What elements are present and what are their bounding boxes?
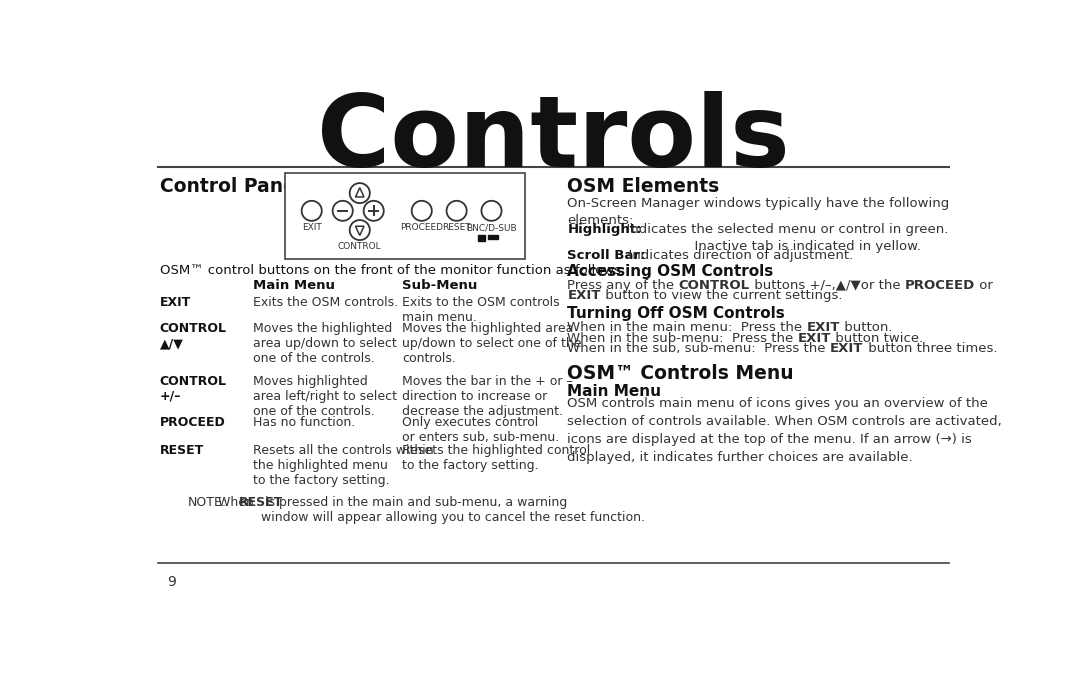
Text: Only executes control
or enters sub, sub-menu.: Only executes control or enters sub, sub… bbox=[403, 417, 559, 445]
Text: When in the main menu:  Press the: When in the main menu: Press the bbox=[567, 321, 807, 334]
Text: When in the sub, sub-menu:  Press the: When in the sub, sub-menu: Press the bbox=[567, 343, 831, 355]
Text: CONTROL
▲/▼: CONTROL ▲/▼ bbox=[160, 322, 227, 350]
Text: PROCEED: PROCEED bbox=[905, 279, 975, 292]
Text: button to view the current settings.: button to view the current settings. bbox=[600, 290, 842, 302]
Bar bbox=[478, 235, 485, 241]
Text: On-Screen Manager windows typically have the following
elements:: On-Screen Manager windows typically have… bbox=[567, 197, 949, 227]
Text: EXIT: EXIT bbox=[567, 290, 600, 302]
Text: button.: button. bbox=[840, 321, 893, 334]
Text: OSM controls main menu of icons gives you an overview of the
selection of contro: OSM controls main menu of icons gives yo… bbox=[567, 397, 1002, 464]
Text: Control Panel: Control Panel bbox=[160, 177, 302, 196]
Text: Indicates the selected menu or control in green.
                  Inactive tab : Indicates the selected menu or control i… bbox=[618, 223, 948, 253]
Text: CONTROL: CONTROL bbox=[338, 242, 381, 251]
Text: Controls: Controls bbox=[318, 91, 789, 188]
Text: Accessing OSM Controls: Accessing OSM Controls bbox=[567, 264, 773, 279]
Text: buttons +/–,▲/▼or the: buttons +/–,▲/▼or the bbox=[750, 279, 905, 292]
Text: Scroll Bar:: Scroll Bar: bbox=[567, 249, 646, 262]
Text: Has no function.: Has no function. bbox=[253, 417, 355, 429]
Text: Moves the bar in the + or –
direction to increase or
decrease the adjustment.: Moves the bar in the + or – direction to… bbox=[403, 375, 573, 418]
Text: Highlight:: Highlight: bbox=[567, 223, 642, 236]
Text: PROCEED: PROCEED bbox=[160, 417, 226, 429]
Text: Exits to the OSM controls
main menu.: Exits to the OSM controls main menu. bbox=[403, 296, 561, 325]
Text: OSM™ Controls Menu: OSM™ Controls Menu bbox=[567, 364, 794, 383]
Text: BNC/D-SUB: BNC/D-SUB bbox=[467, 223, 517, 232]
Text: Press any of the: Press any of the bbox=[567, 279, 679, 292]
Text: Sub-Menu: Sub-Menu bbox=[403, 279, 477, 292]
Text: EXIT: EXIT bbox=[301, 223, 322, 232]
Text: Main Menu: Main Menu bbox=[253, 279, 335, 292]
Text: Turning Off OSM Controls: Turning Off OSM Controls bbox=[567, 306, 785, 320]
Text: EXIT: EXIT bbox=[798, 332, 832, 345]
Text: RESET: RESET bbox=[160, 444, 204, 457]
Text: Moves highlighted
area left/right to select
one of the controls.: Moves highlighted area left/right to sel… bbox=[253, 375, 396, 418]
Text: RESET: RESET bbox=[443, 223, 471, 232]
Text: button three times.: button three times. bbox=[864, 343, 997, 355]
Text: When: When bbox=[218, 496, 258, 510]
Text: Moves the highlighted
area up/down to select
one of the controls.: Moves the highlighted area up/down to se… bbox=[253, 322, 396, 366]
Bar bbox=[488, 235, 498, 239]
Text: Indicates direction of adjustment.: Indicates direction of adjustment. bbox=[620, 249, 853, 262]
Text: or: or bbox=[975, 279, 993, 292]
Text: EXIT: EXIT bbox=[160, 296, 191, 309]
Text: Resets all the controls within
the highlighted menu
to the factory setting.: Resets all the controls within the highl… bbox=[253, 444, 433, 487]
Text: NOTE:: NOTE: bbox=[188, 496, 227, 510]
Text: When in the sub-menu:  Press the: When in the sub-menu: Press the bbox=[567, 332, 798, 345]
Text: EXIT: EXIT bbox=[831, 343, 864, 355]
Text: EXIT: EXIT bbox=[807, 321, 840, 334]
Text: OSM™ control buttons on the front of the monitor function as follows:: OSM™ control buttons on the front of the… bbox=[160, 264, 625, 277]
Text: is pressed in the main and sub-menu, a warning
window will appear allowing you t: is pressed in the main and sub-menu, a w… bbox=[260, 496, 645, 524]
Text: Exits the OSM controls.: Exits the OSM controls. bbox=[253, 296, 397, 309]
Text: 9: 9 bbox=[167, 575, 176, 589]
Text: button twice.: button twice. bbox=[832, 332, 923, 345]
FancyBboxPatch shape bbox=[284, 173, 525, 260]
Text: Main Menu: Main Menu bbox=[567, 384, 661, 399]
Text: Moves the highlighted area
up/down to select one of the
controls.: Moves the highlighted area up/down to se… bbox=[403, 322, 582, 366]
Text: CONTROL
+/–: CONTROL +/– bbox=[160, 375, 227, 403]
Text: CONTROL: CONTROL bbox=[679, 279, 750, 292]
Text: RESET: RESET bbox=[239, 496, 283, 510]
Text: OSM Elements: OSM Elements bbox=[567, 177, 719, 196]
Text: Resets the highlighted control
to the factory setting.: Resets the highlighted control to the fa… bbox=[403, 444, 591, 472]
Text: PROCEED: PROCEED bbox=[401, 223, 443, 232]
